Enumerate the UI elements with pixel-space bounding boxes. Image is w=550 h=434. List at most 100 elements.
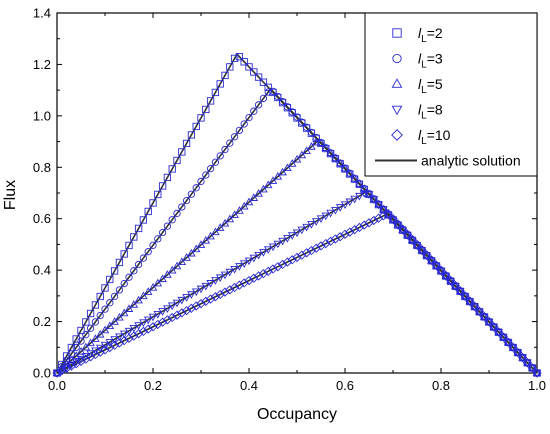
data-point	[230, 210, 239, 219]
data-point	[119, 336, 129, 346]
legend-label-series-4: lL=8	[418, 102, 443, 122]
data-point	[254, 101, 263, 109]
data-point	[186, 303, 197, 313]
data-point	[302, 123, 311, 131]
data-point	[359, 184, 369, 192]
data-point	[211, 88, 220, 97]
data-point	[465, 296, 475, 306]
data-point	[489, 324, 499, 332]
data-point	[311, 137, 321, 146]
data-point	[326, 148, 335, 157]
data-point	[321, 212, 331, 221]
data-point	[355, 192, 364, 201]
data-point	[407, 237, 417, 245]
data-point	[235, 206, 244, 214]
data-point	[307, 142, 316, 150]
data-point	[81, 342, 91, 351]
data-point	[412, 242, 422, 250]
data-point	[158, 274, 167, 283]
x-axis-title: Occupancy	[257, 406, 337, 423]
data-point	[154, 190, 162, 199]
data-point	[263, 180, 273, 189]
data-point	[503, 337, 513, 347]
data-point	[326, 209, 335, 218]
data-point	[82, 331, 90, 339]
y-tick-label: 0.6	[33, 211, 51, 226]
data-point	[379, 206, 388, 215]
data-point	[163, 173, 172, 182]
data-point	[465, 296, 475, 305]
data-point	[523, 359, 532, 368]
data-point	[431, 262, 441, 271]
data-point	[172, 299, 182, 308]
y-tick-label: 0.0	[33, 366, 51, 381]
data-point	[259, 94, 268, 103]
data-point	[105, 342, 115, 353]
legend-label-analytic: analytic solution	[421, 153, 521, 169]
data-point	[143, 324, 153, 334]
data-point	[77, 337, 85, 345]
data-point	[484, 318, 494, 327]
data-point	[221, 145, 229, 154]
data-point	[374, 201, 383, 210]
data-point	[278, 237, 287, 246]
data-point	[201, 296, 211, 307]
data-point	[157, 317, 168, 327]
x-tick-label: 0.4	[240, 378, 258, 393]
data-point	[221, 71, 229, 80]
data-point	[139, 254, 148, 262]
series-5-markers	[52, 208, 542, 378]
data-point	[508, 344, 518, 353]
data-point	[139, 216, 148, 224]
data-point	[139, 319, 148, 328]
data-point	[167, 265, 177, 274]
data-point	[158, 228, 167, 237]
data-point	[306, 245, 317, 256]
data-point	[129, 325, 139, 333]
data-point	[144, 248, 152, 256]
data-point	[292, 154, 302, 163]
data-point	[340, 163, 350, 172]
data-point	[364, 218, 374, 228]
data-point	[298, 118, 306, 126]
data-point	[364, 191, 374, 199]
data-point	[139, 291, 148, 300]
data-point	[250, 68, 258, 76]
data-point	[120, 250, 128, 258]
data-point	[321, 143, 331, 151]
data-point	[235, 53, 244, 61]
data-point	[172, 261, 182, 270]
data-point	[181, 305, 192, 316]
data-point	[86, 338, 95, 347]
data-point	[240, 120, 248, 128]
data-point	[321, 238, 331, 249]
data-point	[106, 299, 114, 307]
data-point	[350, 195, 359, 204]
y-tick-label: 0.8	[33, 160, 51, 175]
legend: lL=2 lL=3 lL=5 lL=8 lL=10 analytic solution	[364, 12, 538, 177]
legend-marker-series-5	[391, 129, 403, 141]
data-point	[431, 260, 441, 270]
data-point	[249, 193, 259, 201]
data-point	[201, 236, 211, 244]
data-point	[349, 225, 360, 235]
data-point	[134, 224, 143, 233]
data-point	[345, 227, 355, 237]
data-point	[91, 334, 100, 342]
data-point	[258, 269, 269, 279]
data-point	[196, 240, 206, 248]
data-point	[297, 226, 307, 235]
data-point	[403, 232, 412, 240]
tick-labels: 0.0 0.2 0.4 0.6 0.8 1.0 0.0 0.2 0.4 0.6 0.8 1.0 1.2 1…	[33, 6, 546, 394]
data-point	[493, 327, 504, 337]
data-point	[244, 257, 254, 266]
data-point	[220, 271, 230, 280]
data-point	[230, 265, 239, 274]
data-point	[244, 275, 254, 286]
data-point	[489, 322, 499, 330]
data-markers	[52, 53, 542, 378]
data-point	[513, 347, 523, 358]
legend-marker-series-1	[392, 28, 402, 38]
data-point	[226, 63, 234, 71]
data-point	[71, 359, 81, 369]
